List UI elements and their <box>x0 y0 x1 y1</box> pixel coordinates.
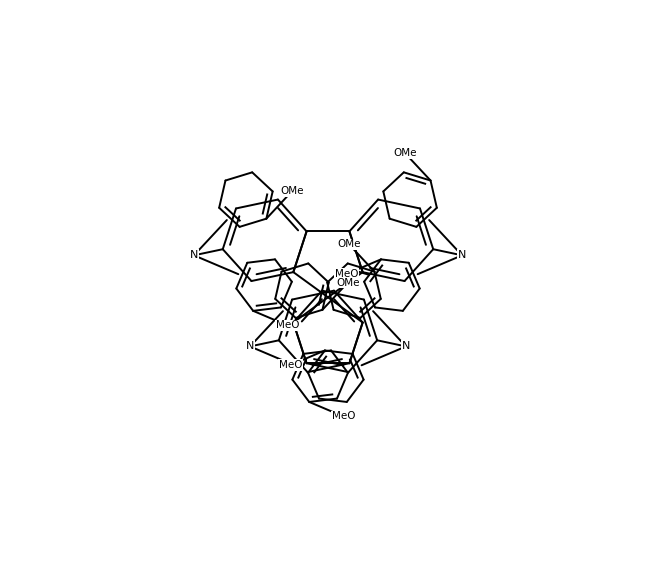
Text: N: N <box>190 250 198 260</box>
Text: N: N <box>458 250 466 260</box>
Text: MeO: MeO <box>276 320 299 330</box>
Text: OMe: OMe <box>394 148 417 158</box>
Text: MeO: MeO <box>335 269 359 279</box>
Text: MeO: MeO <box>279 360 302 370</box>
Text: N: N <box>246 342 255 351</box>
Text: OMe: OMe <box>336 278 359 288</box>
Text: N: N <box>401 342 410 351</box>
Text: OMe: OMe <box>280 187 304 197</box>
Text: OMe: OMe <box>337 239 361 250</box>
Text: MeO: MeO <box>332 411 355 422</box>
